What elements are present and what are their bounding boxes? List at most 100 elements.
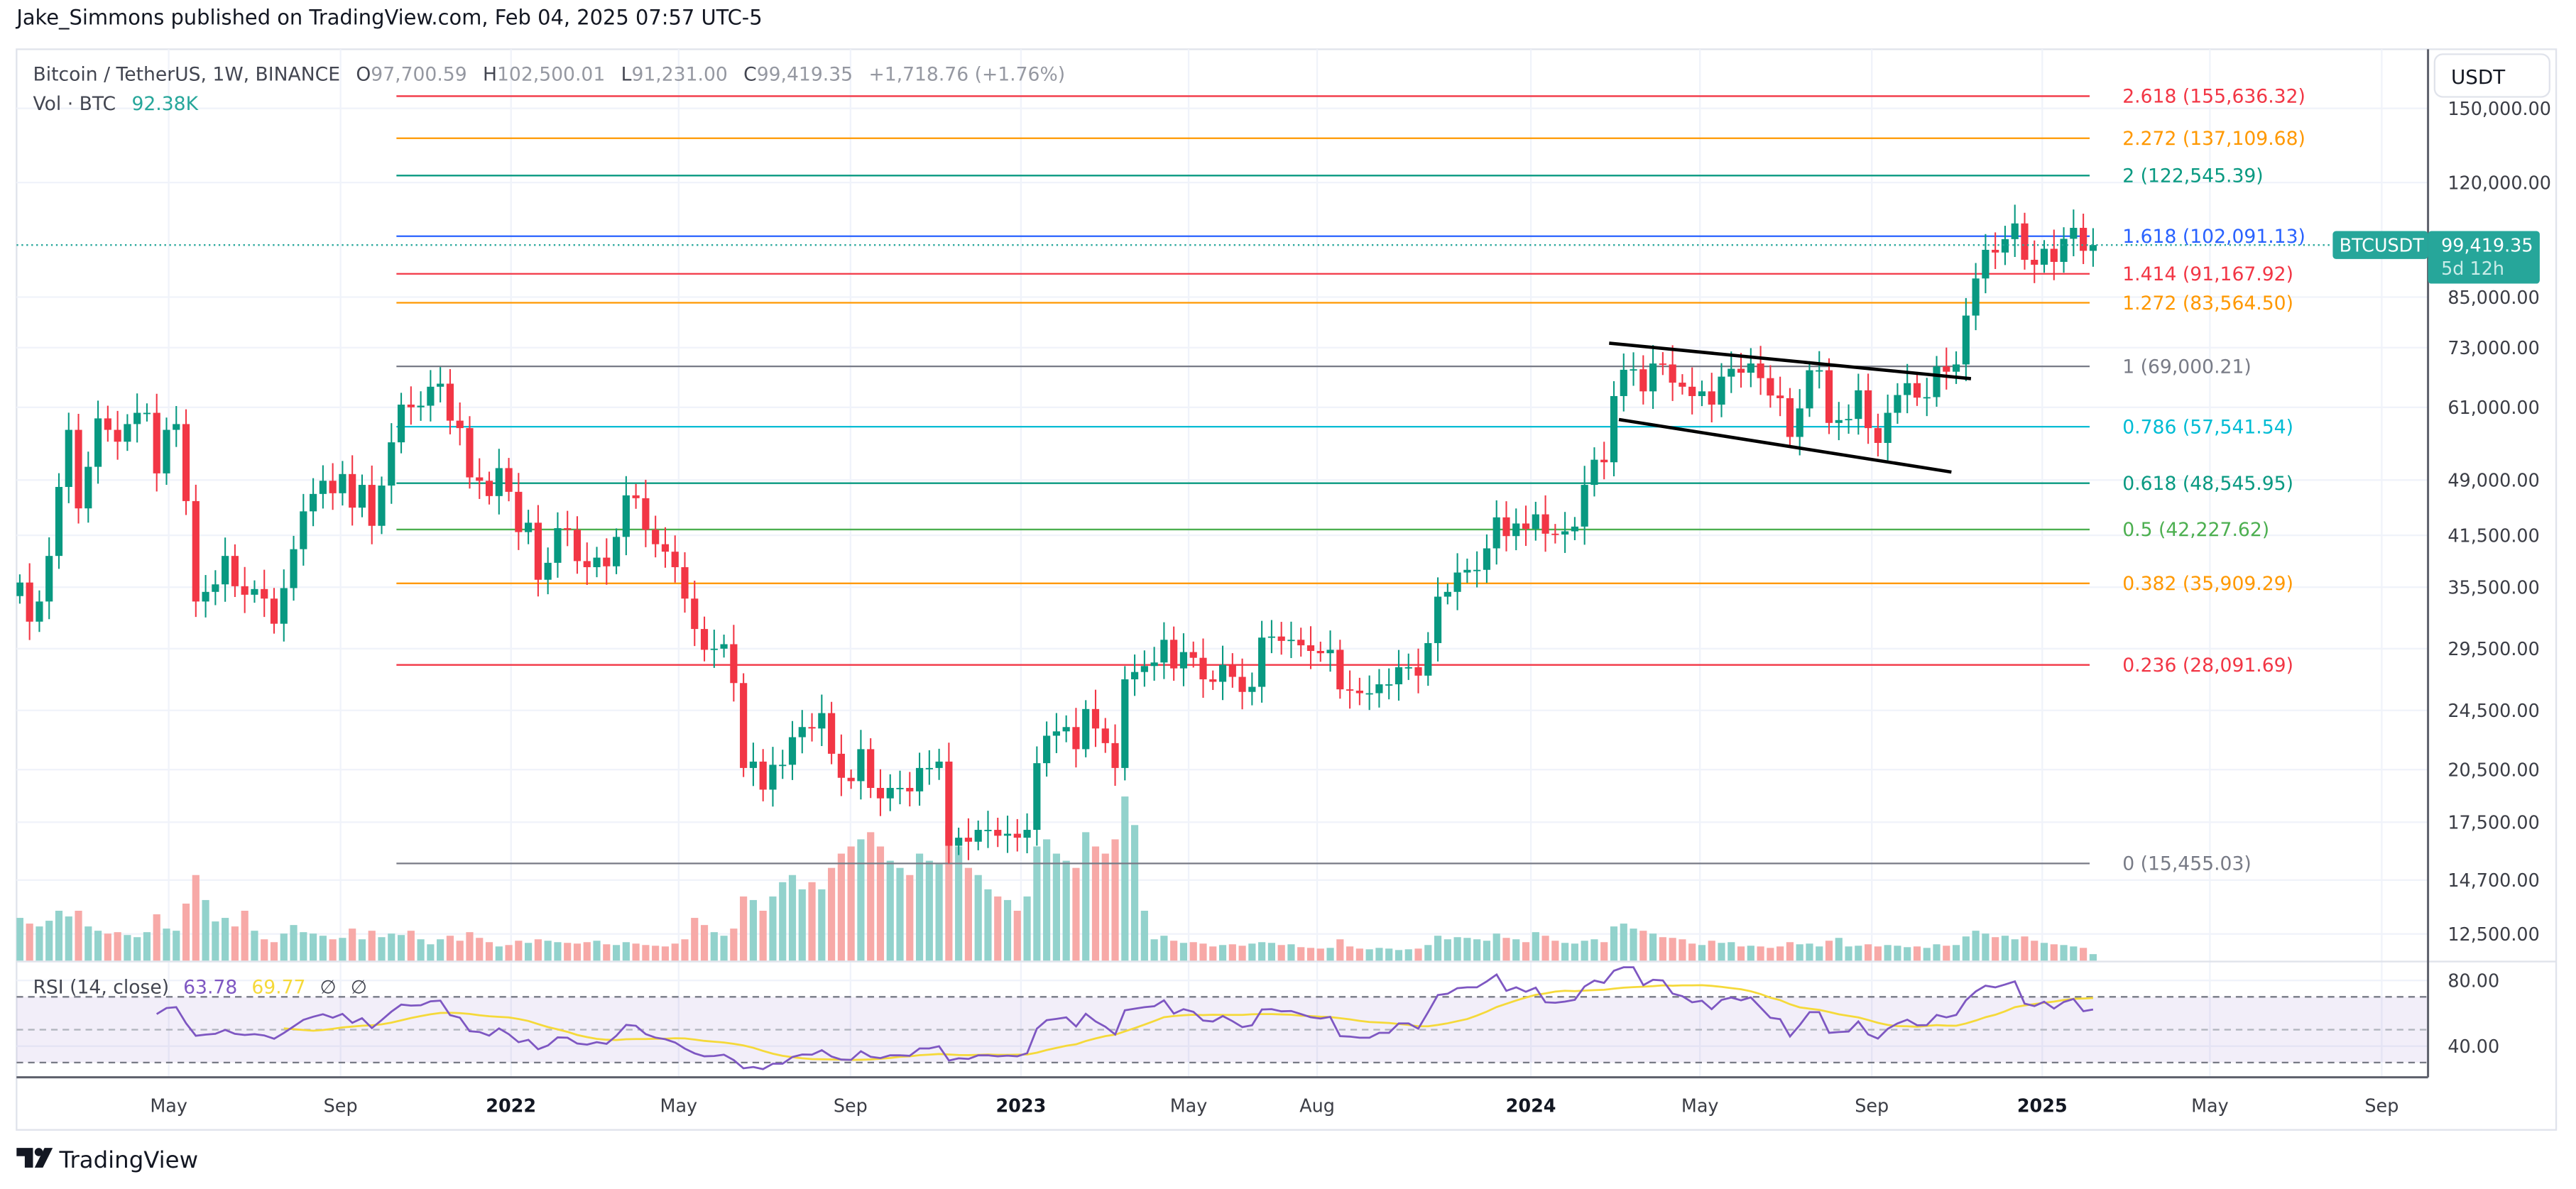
- volume-bar: [1698, 945, 1706, 961]
- volume-bar: [1267, 943, 1276, 961]
- volume-bar: [1160, 936, 1168, 961]
- volume-bar: [2011, 939, 2019, 961]
- volume-bar: [182, 903, 190, 961]
- volume-legend[interactable]: Vol · BTC 92.38K: [33, 93, 198, 115]
- volume-bar: [573, 943, 582, 961]
- volume-bar: [1385, 948, 1393, 961]
- candle-body: [1992, 249, 1999, 253]
- candle-body: [1796, 408, 1803, 437]
- volume-bar: [749, 899, 757, 961]
- trendline[interactable]: [1618, 417, 1952, 474]
- volume-bar: [915, 853, 924, 961]
- candle-body: [1404, 667, 1412, 669]
- volume-label: Vol · BTC: [33, 93, 116, 115]
- time-axis[interactable]: May Sep 2022 May Sep 2023 May Aug 2024 May Sep 2025…: [150, 1095, 2398, 1116]
- candle-body: [730, 644, 738, 684]
- candle-body: [1287, 640, 1295, 642]
- price-tick-label: 49,000.00: [2447, 470, 2539, 491]
- volume-bar: [1502, 938, 1510, 961]
- rsi-legend[interactable]: RSI (14, close) 63.78 69.77 ∅ ∅: [33, 977, 366, 999]
- candle-body: [2080, 227, 2087, 251]
- tradingview-logo[interactable]: TradingView: [16, 1146, 198, 1173]
- volume-bar: [2050, 944, 2058, 961]
- candle-body: [1091, 708, 1100, 729]
- candle-body: [1111, 743, 1119, 768]
- volume-bar: [1541, 936, 1549, 961]
- candle-body: [1767, 378, 1774, 396]
- candle-body: [867, 749, 875, 788]
- candle-body: [1199, 657, 1207, 680]
- volume-bar: [36, 926, 43, 961]
- candle-body: [397, 404, 405, 443]
- volume-bar: [1013, 911, 1021, 961]
- rsi-na-1: ∅: [320, 977, 337, 999]
- candle-body: [632, 495, 640, 498]
- volume-bar: [818, 889, 826, 961]
- price-axis[interactable]: 150,000.00 120,000.00 85,000.00 73,000.00 61…: [2447, 98, 2551, 945]
- candle-body: [1688, 386, 1696, 396]
- volume-bar: [1669, 938, 1676, 961]
- volume-bar: [1033, 846, 1041, 961]
- candle-body: [2001, 239, 2009, 253]
- candle-body: [1923, 397, 1931, 399]
- candle-body: [1150, 662, 1158, 667]
- volume-bar: [671, 943, 679, 961]
- volume-bar: [1835, 938, 1843, 961]
- volume-bar: [280, 933, 288, 961]
- volume-bar: [290, 925, 298, 961]
- candle-body: [1659, 363, 1666, 365]
- volume-bar: [1620, 924, 1627, 961]
- fibonacci-extension[interactable]: [396, 95, 2090, 865]
- candle-body: [710, 648, 718, 650]
- candle-body: [476, 477, 484, 481]
- volume-bar: [1757, 946, 1764, 961]
- candle-body: [153, 412, 160, 473]
- volume-bar: [1306, 948, 1315, 961]
- volume-bar: [2070, 946, 2078, 961]
- price-tick-label: 20,500.00: [2447, 759, 2539, 780]
- volume-bar: [1199, 943, 1207, 961]
- candle-body: [1600, 459, 1608, 463]
- volume-bar: [1571, 943, 1578, 961]
- candle-body: [593, 557, 601, 568]
- volume-bar: [231, 926, 239, 961]
- candle-body: [1610, 395, 1618, 463]
- volume-bar: [1884, 945, 1892, 961]
- candle-body: [671, 552, 679, 568]
- volume-bar: [945, 825, 953, 961]
- price-tick-label: 24,500.00: [2447, 700, 2539, 721]
- rsi-axis[interactable]: 80.00 40.00: [2447, 970, 2499, 1057]
- candle-body: [720, 644, 728, 649]
- volume-bar: [1600, 942, 1608, 961]
- candle-body: [65, 429, 72, 487]
- fib-level-label: 0.5 (42,227.62): [2122, 519, 2269, 541]
- candle-body: [906, 787, 914, 791]
- candle-body: [691, 598, 699, 630]
- candle-body: [456, 420, 464, 429]
- price-pane[interactable]: [16, 95, 2333, 961]
- volume-bar: [1443, 939, 1451, 961]
- volume-bar: [974, 875, 982, 961]
- trendlines[interactable]: [1609, 341, 1972, 474]
- volume-bar: [740, 896, 748, 961]
- candle-body: [1326, 650, 1334, 654]
- rsi-na-2: ∅: [351, 977, 367, 999]
- candle-body: [1043, 735, 1051, 764]
- trendline[interactable]: [1609, 341, 1972, 380]
- fib-level-label: 1.414 (91,167.92): [2122, 263, 2293, 285]
- rsi-value: 63.78: [183, 977, 237, 999]
- symbol-legend[interactable]: Bitcoin / TetherUS, 1W, BINANCE O97,700.…: [33, 63, 1065, 85]
- volume-bar: [554, 942, 562, 961]
- volume-bar: [1767, 948, 1774, 961]
- candle-body: [935, 761, 943, 768]
- volume-bar: [1473, 939, 1481, 961]
- candle-body: [75, 429, 82, 509]
- volume-bar: [368, 931, 376, 961]
- currency-button[interactable]: USDT: [2433, 53, 2550, 98]
- candle-body: [1894, 395, 1901, 413]
- volume-bar: [769, 896, 777, 961]
- candle-body: [681, 567, 689, 599]
- candle-body: [622, 495, 630, 537]
- volume-bar: [1845, 946, 1852, 961]
- fib-level-label: 0.236 (28,091.69): [2122, 654, 2293, 676]
